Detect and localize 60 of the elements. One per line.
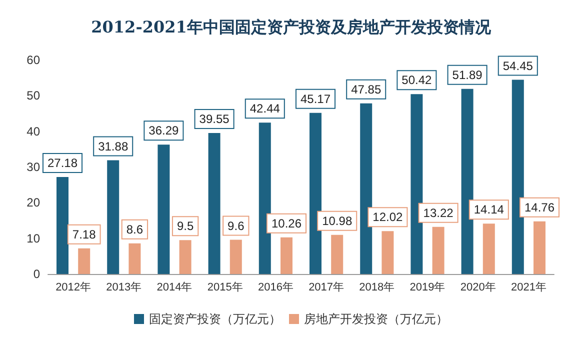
legend-label: 固定资产投资（万亿元）	[149, 312, 281, 326]
x-tick-label: 2012年	[56, 282, 92, 294]
data-label: 50.42	[402, 73, 432, 88]
bar	[107, 160, 120, 274]
x-tick-label: 2020年	[460, 282, 496, 294]
y-tick-label: 30	[26, 160, 40, 174]
bar	[208, 132, 220, 274]
bar	[461, 88, 474, 274]
x-tick-label: 2018年	[359, 282, 395, 294]
y-tick-label: 60	[26, 53, 40, 67]
data-label: 7.18	[72, 227, 96, 242]
data-label: 27.18	[47, 156, 78, 170]
bar	[360, 103, 372, 274]
data-label: 13.22	[423, 206, 454, 220]
x-tick-label: 2015年	[207, 282, 243, 294]
data-label: 51.89	[452, 68, 483, 82]
bar	[482, 224, 495, 274]
data-label: 45.17	[300, 92, 331, 106]
bar	[534, 221, 546, 274]
y-tick-label: 40	[26, 124, 40, 138]
data-label: 14.14	[474, 202, 504, 217]
bar	[280, 237, 292, 274]
data-label: 8.6	[126, 222, 144, 236]
x-tick-label: 2017年	[308, 282, 344, 294]
y-tick-label: 20	[26, 196, 40, 210]
y-tick-label: 50	[26, 88, 40, 103]
data-label: 54.45	[502, 58, 534, 73]
data-label: 47.85	[351, 82, 382, 96]
bar	[432, 226, 444, 274]
data-label: 42.44	[250, 102, 280, 116]
y-tick-label: 0	[33, 267, 40, 281]
data-label: 10.98	[322, 214, 352, 228]
chart-title: 2012-2021年中国固定资产投资及房地产开发投资情况	[91, 18, 492, 36]
bar	[78, 248, 90, 274]
x-tick-label: 2021年	[510, 282, 546, 294]
bar	[56, 177, 68, 274]
x-tick-label: 2014年	[156, 282, 192, 294]
bar	[258, 122, 271, 274]
x-tick-label: 2013年	[106, 282, 142, 294]
bar	[410, 94, 423, 274]
y-tick-label: 10	[26, 231, 40, 246]
data-label: 14.76	[524, 200, 555, 214]
data-label: 9.6	[228, 218, 245, 233]
bar	[128, 243, 141, 274]
bar	[179, 240, 192, 274]
data-label: 12.02	[372, 210, 404, 224]
bar	[230, 240, 242, 274]
bar	[512, 80, 524, 274]
bar	[158, 144, 170, 274]
data-label: 10.26	[271, 216, 302, 230]
data-label: 9.5	[176, 219, 194, 234]
legend-label: 房地产开发投资（万亿元）	[304, 312, 448, 326]
data-label: 31.88	[98, 139, 128, 154]
x-tick-label: 2019年	[410, 282, 446, 294]
bar	[382, 231, 394, 274]
bar	[331, 234, 344, 274]
x-tick-label: 2016年	[258, 282, 294, 294]
bar	[310, 112, 322, 274]
data-label: 39.55	[199, 112, 230, 126]
data-label: 36.29	[148, 124, 180, 138]
